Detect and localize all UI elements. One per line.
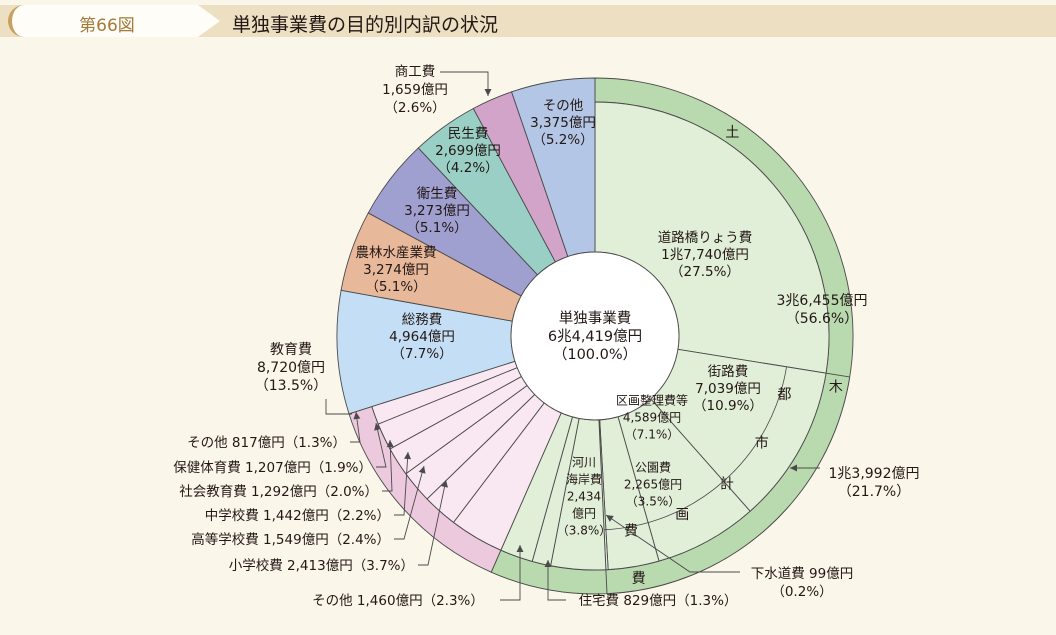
label-その他-土木: その他 1,460億円（2.3%） [312, 593, 484, 609]
ring-char-都市計画費-3: 画 [675, 507, 689, 523]
leader-社会教育費-arrow [386, 440, 394, 448]
label-民生費: 民生費 2,699億円（4.2%） [435, 126, 501, 176]
group-label-toshi: 1兆3,992億円（21.7%） [829, 466, 920, 500]
label-衛生費: 衛生費 3,273億円（5.1%） [404, 186, 470, 236]
label-高等学校費: 高等学校費 1,549億円（2.4%） [191, 531, 390, 548]
leader-中学校費 [394, 451, 409, 516]
leader-shoko-arrow [484, 89, 492, 96]
label-小学校費: 小学校費 2,413億円（3.7%） [229, 557, 414, 574]
label-総務費: 総務費 4,964億円（7.7%） [389, 312, 455, 362]
leader-toshi-arrow [790, 464, 797, 472]
label-下水道費: 下水道費 99億円（0.2%） [751, 566, 853, 600]
label-商工費: 商工費 1,659億円（2.6%） [382, 64, 448, 116]
label-道路橋りょう費: 道路橋りょう費 1兆7,740億円（27.5%） [658, 230, 753, 280]
leader-sonota-doboku [500, 545, 521, 601]
leader-jutaku [547, 560, 566, 601]
label-区画整理費等: 区画整理費等 4,589億円（7.1%） [616, 392, 688, 441]
figure-header: 第66図 単独事業費の目的別内訳の状況 [0, 0, 1056, 44]
ring-char-土木費-1: 木 [829, 380, 843, 396]
leader-その他教育-arrow [353, 412, 361, 420]
leader-その他教育 [350, 411, 361, 443]
leader-保健体育費-arrow [374, 423, 381, 431]
leader-gesuido-arrow [606, 515, 614, 522]
leader-shoko [440, 71, 489, 96]
toshi-inner-arc [604, 366, 787, 531]
ring-char-都市計画費-2: 計 [720, 477, 734, 493]
ring-char-都市計画費-0: 都 [777, 387, 791, 403]
label-保健体育費: 保健体育費 1,207億円（1.9%） [173, 460, 372, 476]
ring-char-都市計画費-1: 市 [755, 435, 769, 452]
label-社会教育費: 社会教育費 1,292億円（2.0%） [179, 484, 378, 500]
label-住宅費: 住宅費 829億円（1.3%） [579, 593, 738, 609]
ring-char-土木費-0: 土 [725, 125, 739, 141]
leader-小学校費 [418, 479, 447, 566]
leader-jutaku-arrow [544, 560, 552, 567]
leader-高等学校費-arrow [418, 466, 426, 474]
leader-保健体育費 [375, 422, 387, 468]
figure-number: 第66図 [79, 16, 135, 36]
leader-中学校費-arrow [404, 452, 412, 460]
label-中学校費: 中学校費 1,442億円（2.2%） [205, 507, 390, 524]
figure-title: 単独事業費の目的別内訳の状況 [232, 14, 499, 36]
leader-sonota-doboku-arrow [516, 545, 524, 552]
leader-高等学校費 [394, 465, 425, 540]
group-label-doboku: 3兆6,455億円（56.6%） [777, 293, 868, 327]
leader-小学校費-arrow [441, 480, 448, 488]
leader-kyoiku [325, 399, 352, 415]
label-河川海岸費: 河川海岸費 2,434 億円（3.8%） [557, 455, 612, 537]
label-その他: その他 3,375億円（5.2%） [530, 98, 596, 148]
leader-社会教育費 [382, 439, 393, 492]
figure-number-tab: 第66図 [8, 5, 220, 37]
label-その他教育: その他 817億円（1.3%） [187, 435, 346, 451]
label-公園費: 公園費 2,265億円（3.5%） [624, 459, 682, 508]
center-label: 単独事業費 6兆4,419億円（100.0%） [548, 310, 642, 363]
label-農林水産業費: 農林水産業費 3,274億円（5.1%） [356, 245, 437, 295]
label-街路費: 街路費 7,039億円（10.9%） [693, 364, 763, 414]
donut-hole [510, 251, 680, 421]
group-label-kyoiku: 教育費 8,720億円（13.5%） [255, 342, 327, 394]
leader-gesuido [605, 514, 740, 573]
ring-char-土木費-2: 費 [632, 571, 646, 587]
